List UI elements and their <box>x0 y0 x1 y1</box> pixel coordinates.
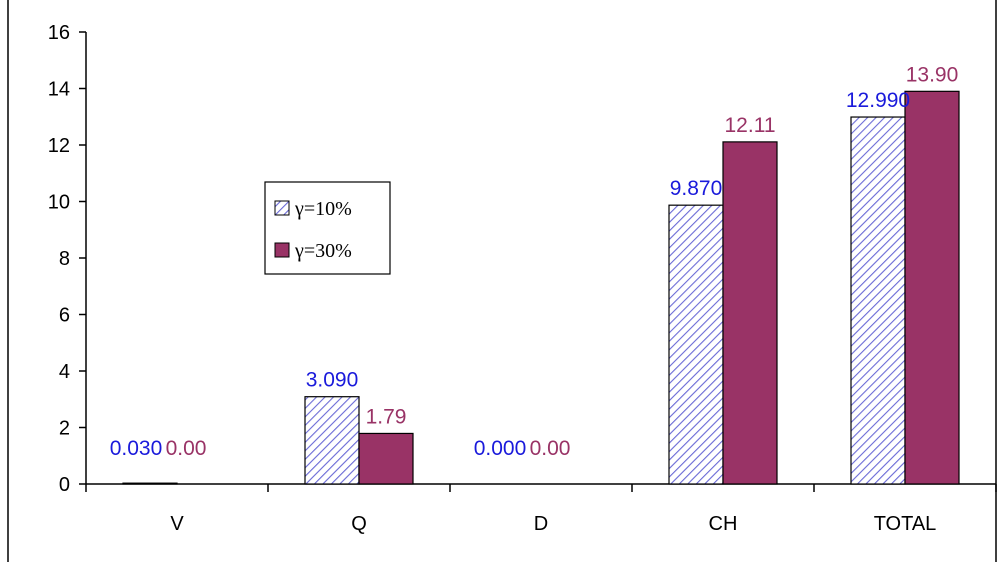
y-tick-label: 2 <box>59 418 70 440</box>
legend: γ=10% γ=30% <box>264 181 391 275</box>
bar-series-1 <box>304 396 360 485</box>
data-label-series-2: 0.00 <box>530 437 571 460</box>
data-label-series-2: 0.00 <box>166 437 207 460</box>
x-tick-label: Q <box>351 513 367 535</box>
bar-series-1 <box>122 482 178 485</box>
x-tick-label: D <box>534 513 548 535</box>
legend-swatch-series-1 <box>274 200 290 216</box>
y-tick-label: 6 <box>59 305 70 327</box>
data-label-series-1: 0.030 <box>110 437 163 460</box>
y-tick-label: 16 <box>48 22 70 44</box>
bar-series-2 <box>722 141 778 485</box>
x-tick-label: TOTAL <box>874 513 937 535</box>
chart-frame <box>7 0 997 562</box>
bars <box>122 90 960 485</box>
bar-series-2 <box>358 432 414 485</box>
x-tick-label: V <box>170 513 184 535</box>
y-tick-label: 14 <box>48 79 70 101</box>
bar-series-1 <box>850 116 906 485</box>
data-label-series-2: 13.90 <box>906 63 959 86</box>
x-tick-label: CH <box>709 513 738 535</box>
data-label-series-2: 12.11 <box>725 114 776 137</box>
y-tick-label: 8 <box>59 248 70 270</box>
legend-label-series-1: γ=10% <box>294 198 352 220</box>
data-label-series-2: 1.79 <box>366 405 407 428</box>
data-labels: 0.030 3.090 0.000 9.870 12.990 0.00 1.79 0.00 12… <box>110 63 959 460</box>
y-tick-label: 12 <box>48 135 70 157</box>
legend-label-series-2: γ=30% <box>294 240 352 262</box>
data-label-series-1: 12.990 <box>846 89 910 112</box>
y-tick-label: 10 <box>48 192 70 214</box>
y-tick-label: 0 <box>59 474 70 496</box>
data-label-series-1: 9.870 <box>670 177 723 200</box>
data-label-series-1: 0.000 <box>474 437 527 460</box>
bar-series-2 <box>904 90 960 485</box>
data-label-series-1: 3.090 <box>306 369 359 392</box>
bar-series-1 <box>668 204 724 485</box>
y-tick-label: 4 <box>59 361 70 383</box>
legend-swatch-series-2 <box>274 242 290 258</box>
legend-box <box>264 181 391 275</box>
axes: 0 2 4 6 8 10 12 14 16 V Q D CH TOTAL <box>48 22 997 535</box>
